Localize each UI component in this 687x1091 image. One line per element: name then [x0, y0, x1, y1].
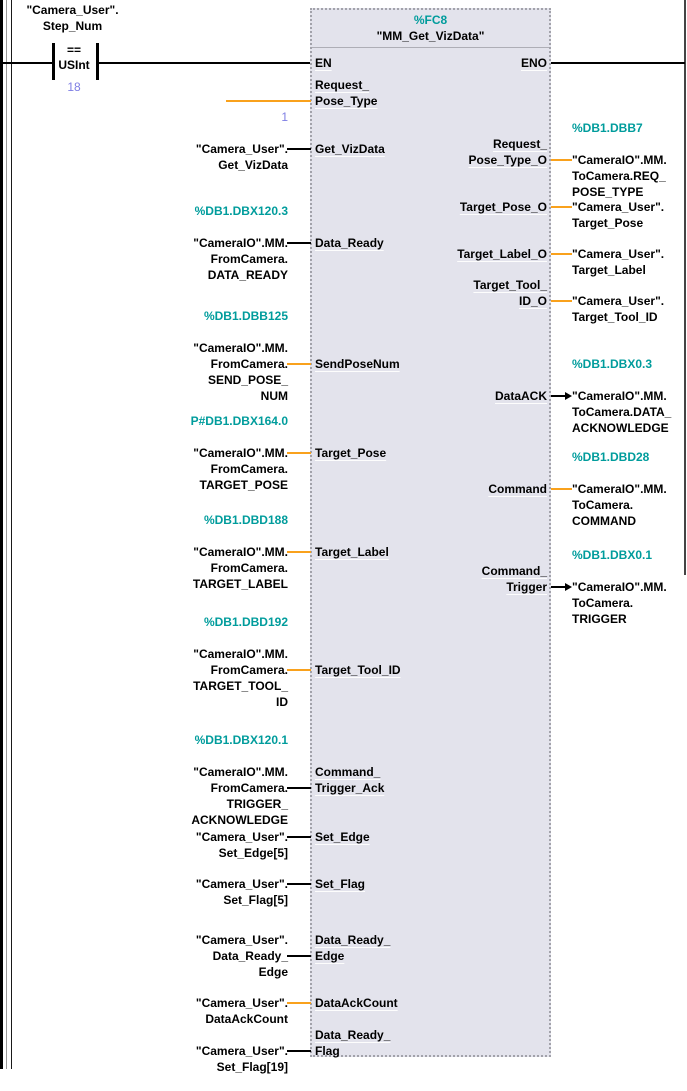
- input-pin-target-pose[interactable]: Target_Pose: [315, 446, 387, 460]
- fb-block-title: "MM_Get_VizData": [376, 29, 485, 43]
- compare-type[interactable]: USInt: [58, 58, 90, 72]
- input-wire: [287, 148, 311, 150]
- input-pin-command-trigger-ack[interactable]: Command_ Trigger_Ack: [315, 765, 385, 795]
- output-operand-command[interactable]: %DB1.DBD28 "CameraIO".MM. ToCamera. COMM…: [572, 450, 667, 528]
- input-pin-get-vizdata[interactable]: Get_VizData: [315, 142, 385, 156]
- input-operand-target-tool-id[interactable]: %DB1.DBD192 "CameraIO".MM. FromCamera. T…: [193, 615, 288, 709]
- contact-bar-right: [96, 43, 99, 80]
- output-operand-req-pose-type[interactable]: %DB1.DBB7 "CameraIO".MM. ToCamera.REQ_ P…: [572, 121, 667, 199]
- input-pin-set-edge[interactable]: Set_Edge: [315, 830, 370, 844]
- output-operand-trigger[interactable]: %DB1.DBX0.1 "CameraIO".MM. ToCamera. TRI…: [572, 548, 667, 626]
- output-operand-target-label[interactable]: "Camera_User". Target_Label: [572, 247, 665, 277]
- input-wire: [287, 363, 311, 365]
- input-operand-dataackcount[interactable]: "Camera_User". DataAckCount: [195, 996, 288, 1026]
- fb-block-mm-get-vizdata[interactable]: %FC8 "MM_Get_VizData": [310, 8, 551, 1057]
- output-pin-target-tool-id-o[interactable]: Target_Tool_ ID_O: [473, 278, 547, 308]
- input-wire: [287, 1002, 311, 1004]
- compare-operator[interactable]: ==: [66, 43, 81, 57]
- input-pin-sendposenum[interactable]: SendPoseNum: [315, 357, 400, 371]
- output-pin-target-label-o[interactable]: Target_Label_O: [457, 247, 547, 261]
- output-wire: [551, 395, 565, 397]
- output-operand-data-acknowledge[interactable]: %DB1.DBX0.3 "CameraIO".MM. ToCamera.DATA…: [572, 357, 672, 435]
- input-operand-command-trigger-ack[interactable]: %DB1.DBX120.1 "CameraIO".MM. FromCamera.…: [191, 733, 288, 827]
- input-operand-set-edge[interactable]: "Camera_User". Set_Edge[5]: [195, 830, 288, 860]
- input-operand-target-label[interactable]: %DB1.DBD188 "CameraIO".MM. FromCamera. T…: [192, 513, 288, 591]
- rung-wire: [99, 62, 310, 64]
- input-wire: [287, 669, 311, 671]
- input-wire: [287, 836, 311, 838]
- output-pin-request-pose-type-o[interactable]: Request_ Pose_Type_O: [468, 137, 547, 167]
- input-operand-get-vizdata[interactable]: "Camera_User". Get_VizData: [195, 142, 288, 172]
- input-operand-sendposenum[interactable]: %DB1.DBB125 "CameraIO".MM. FromCamera. S…: [193, 309, 288, 403]
- pin-en[interactable]: EN: [315, 56, 332, 70]
- output-operand-target-tool-id[interactable]: "Camera_User". Target_Tool_ID: [572, 294, 665, 324]
- input-wire: [287, 1050, 311, 1052]
- input-wire: [226, 100, 311, 102]
- compare-value[interactable]: 18: [67, 80, 81, 94]
- input-pin-data-ready[interactable]: Data_Ready: [315, 236, 384, 250]
- output-pin-command-trigger[interactable]: Command_ Trigger: [481, 564, 547, 594]
- output-wire: [551, 300, 572, 302]
- fb-block-header[interactable]: %FC8 "MM_Get_VizData": [312, 10, 549, 48]
- input-operand-request-pose-type[interactable]: 1: [281, 110, 288, 124]
- assign-arrow-icon: [565, 583, 572, 591]
- input-wire: [287, 955, 311, 957]
- output-wire: [551, 586, 565, 588]
- input-operand-data-ready[interactable]: %DB1.DBX120.3 "CameraIO".MM. FromCamera.…: [193, 204, 288, 282]
- output-wire: [551, 159, 572, 161]
- left-margin-line: [6, 0, 7, 1069]
- input-operand-data-ready-edge[interactable]: "Camera_User". Data_Ready_ Edge: [195, 933, 288, 979]
- input-pin-dataackcount[interactable]: DataAckCount: [315, 996, 398, 1010]
- compare-operand[interactable]: "Camera_User". Step_Num: [26, 3, 119, 33]
- input-operand-target-pose[interactable]: P#DB1.DBX164.0 "CameraIO".MM. FromCamera…: [190, 414, 288, 492]
- input-pin-target-label[interactable]: Target_Label: [315, 545, 389, 559]
- input-pin-data-ready-edge[interactable]: Data_Ready_ Edge: [315, 933, 391, 963]
- input-wire: [287, 787, 311, 789]
- input-wire: [287, 551, 311, 553]
- input-pin-set-flag[interactable]: Set_Flag: [315, 877, 366, 891]
- input-wire: [287, 883, 311, 885]
- input-pin-target-tool-id[interactable]: Target_Tool_ID: [315, 663, 401, 677]
- eno-wire: [551, 62, 685, 64]
- compare-contact[interactable]: == USInt: [44, 43, 104, 73]
- input-wire: [287, 452, 311, 454]
- output-pin-dataack[interactable]: DataACK: [494, 389, 547, 403]
- rung-wire: [2, 62, 52, 64]
- input-pin-data-ready-flag[interactable]: Data_Ready_ Flag: [315, 1028, 391, 1058]
- output-pin-command[interactable]: Command: [488, 482, 547, 496]
- output-pin-target-pose-o[interactable]: Target_Pose_O: [459, 200, 547, 214]
- input-operand-set-flag[interactable]: "Camera_User". Set_Flag[5]: [195, 877, 288, 907]
- input-wire: [287, 242, 311, 244]
- output-wire: [551, 253, 572, 255]
- pin-eno[interactable]: ENO: [520, 56, 547, 70]
- output-operand-target-pose[interactable]: "Camera_User". Target_Pose: [572, 200, 665, 230]
- input-pin-request-pose-type[interactable]: Request_ Pose_Type: [315, 78, 378, 108]
- fb-block-address: %FC8: [413, 13, 448, 27]
- contact-bar-left: [52, 43, 55, 80]
- output-wire: [551, 206, 572, 208]
- left-rail-line: [11, 0, 12, 1069]
- input-operand-data-ready-flag[interactable]: "Camera_User". Set_Flag[19]: [195, 1044, 288, 1074]
- right-margin-line: [684, 0, 686, 575]
- assign-arrow-icon: [565, 392, 572, 400]
- output-wire: [551, 488, 572, 490]
- left-power-rail: [0, 0, 3, 1069]
